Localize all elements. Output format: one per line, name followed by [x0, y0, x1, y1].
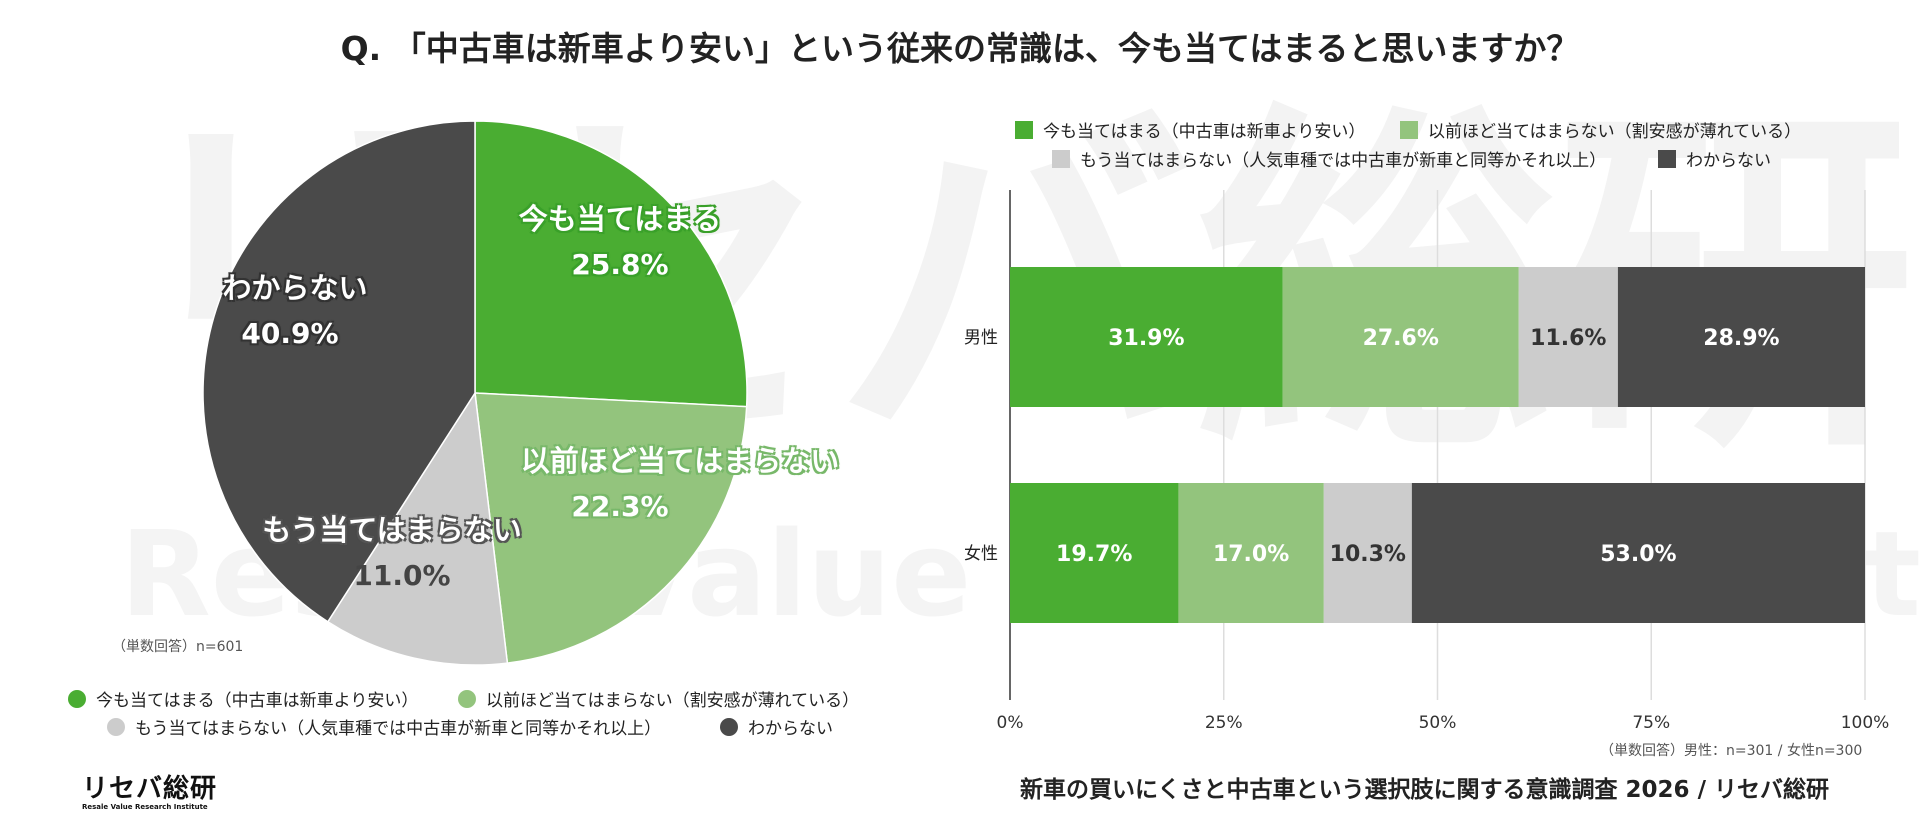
- pie-slice-unknown: [202, 120, 476, 623]
- category-label-male: 男性: [964, 328, 998, 348]
- bar-data-label: 17.0%: [1213, 542, 1289, 567]
- bar-segment: [1323, 483, 1412, 623]
- pie-label-no-longer-pct: 11.0%: [353, 559, 451, 592]
- x-tick-label: 50%: [1419, 713, 1457, 733]
- bar-legend-label-unknown: わからない: [1686, 151, 1771, 171]
- pie-label-unknown-pct: 40.9%: [241, 317, 339, 350]
- pie-label-less-pct: 22.3%: [571, 490, 669, 523]
- pie-legend-label-less: 以前ほど当てはまらない（割安感が薄れている）: [486, 691, 860, 711]
- pie-legend-label-now: 今も当てはまる（中古車は新車より安い）: [96, 691, 419, 711]
- pie-legend-label-no-longer: もう当てはまらない（人気車種では中古車が新車と同等かそれ以上）: [135, 719, 662, 739]
- pie-chart: [202, 120, 748, 666]
- bar-data-label: 31.9%: [1108, 326, 1184, 351]
- pie-legend-label-unknown: わからない: [748, 719, 833, 739]
- pie-note: （単数回答）n=601: [112, 639, 244, 655]
- bar-segment: [1178, 483, 1324, 623]
- x-tick-label: 75%: [1632, 713, 1670, 733]
- logo-text: リセバ総研: [82, 774, 218, 804]
- survey-title: 新車の買いにくさと中古車という選択肢に関する意識調査 2026 / リセバ総研: [1020, 777, 1829, 803]
- pie-legend-item-no-longer: もう当てはまらない（人気車種では中古車が新車と同等かそれ以上）: [107, 714, 661, 739]
- bar-segment: [1010, 483, 1179, 623]
- category-label-female: 女性: [964, 544, 998, 564]
- bar-note: （単数回答）男性：n=301 / 女性n=300: [1600, 743, 1863, 759]
- pie-label-less: 以前ほど当てはまらない 22.3%: [505, 438, 855, 530]
- pie-slice-less: [474, 392, 748, 664]
- bar-legend-item-no-longer: もう当てはまらない（人気車種では中古車が新車と同等かそれ以上）: [1052, 146, 1606, 171]
- pie-label-now: 今も当てはまる 25.8%: [505, 196, 735, 288]
- bar-legend-item-now: 今も当てはまる（中古車は新車より安い）: [1015, 117, 1365, 142]
- logo-subtext: Resale Value Research Institute: [82, 803, 208, 811]
- pie-label-now-name: 今も当てはまる: [518, 202, 722, 236]
- bar-legend-item-less: 以前ほど当てはまらない（割安感が薄れている）: [1400, 117, 1801, 142]
- bar-legend-label-no-longer: もう当てはまらない（人気車種では中古車が新車と同等かそれ以上）: [1080, 151, 1607, 171]
- pie-legend-item-unknown: わからない: [720, 714, 833, 739]
- x-tick-label: 0%: [997, 713, 1024, 733]
- x-tick-label: 25%: [1205, 713, 1243, 733]
- pie-slice-now: [474, 120, 748, 408]
- logo: リセバ総研 Resale Value Research Institute: [82, 768, 217, 811]
- legend-square-now: [1015, 120, 1033, 139]
- chart-title: Q. 「中古車は新車より安い」という従来の常識は、今も当てはまると思いますか？: [340, 29, 1580, 68]
- pie-label-no-longer-name: もう当てはまらない: [262, 513, 522, 547]
- legend-dot-no-longer: [107, 717, 125, 736]
- bar-segment: [1282, 267, 1519, 407]
- bar-segment: [1411, 483, 1865, 623]
- legend-square-no-longer: [1052, 149, 1070, 168]
- pie-label-less-name: 以前ほど当てはまらない: [520, 444, 840, 478]
- legend-dot-less: [458, 689, 476, 708]
- pie-slice-no-longer: [326, 390, 509, 666]
- bar-legend-item-unknown: わからない: [1658, 146, 1771, 171]
- bar-data-label: 10.3%: [1330, 542, 1406, 567]
- pie-label-now-pct: 25.8%: [571, 248, 669, 281]
- bar-segment: [1010, 267, 1283, 407]
- pie-legend-item-less: 以前ほど当てはまらない（割安感が薄れている）: [458, 686, 859, 711]
- bar-legend-label-less: 以前ほど当てはまらない（割安感が薄れている）: [1428, 122, 1802, 142]
- stacked-bar-chart: 0% 25% 50% 75% 100% 男性 31.9% 27.6% 11.6% 28.9% 女性 1…: [964, 190, 1890, 733]
- x-tick-label: 100%: [1841, 713, 1890, 733]
- pie-label-unknown: わからない 40.9%: [195, 265, 395, 357]
- legend-dot-unknown: [720, 717, 738, 736]
- bar-data-label: 28.9%: [1703, 326, 1779, 351]
- bar-data-label: 27.6%: [1363, 326, 1439, 351]
- legend-square-unknown: [1658, 149, 1676, 168]
- pie-label-no-longer: もう当てはまらない 11.0%: [242, 507, 542, 599]
- legend-dot-now: [68, 689, 86, 708]
- bar-data-label: 11.6%: [1530, 326, 1606, 351]
- pie-label-unknown-name: わからない: [222, 271, 368, 305]
- bar-segment: [1617, 267, 1865, 407]
- bar-data-label: 19.7%: [1056, 542, 1132, 567]
- bar-segment: [1518, 267, 1618, 407]
- pie-legend-item-now: 今も当てはまる（中古車は新車より安い）: [68, 686, 418, 711]
- legend-square-less: [1400, 120, 1418, 139]
- bar-legend-label-now: 今も当てはまる（中古車は新車より安い）: [1043, 122, 1366, 142]
- bar-data-label: 53.0%: [1600, 542, 1676, 567]
